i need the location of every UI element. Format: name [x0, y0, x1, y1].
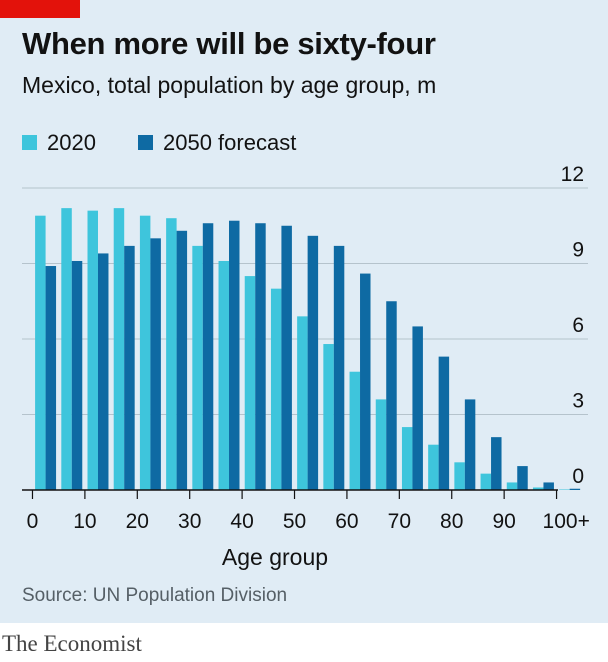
bar-2050: [438, 356, 450, 490]
chart-title: When more will be sixty-four: [22, 26, 436, 61]
y-tick-label: 0: [572, 465, 584, 488]
brand-wordmark: The Economist: [2, 631, 142, 656]
bar-2020: [61, 208, 72, 490]
bar-2050: [45, 266, 57, 490]
bar-2020: [218, 260, 230, 490]
y-tick-label: 12: [561, 163, 584, 186]
bar-2050: [281, 225, 292, 490]
bar-2020: [192, 245, 203, 490]
bar-2050: [97, 253, 109, 490]
bar-2020: [428, 444, 439, 490]
bar-2050: [255, 223, 266, 490]
bar-chart: 0 3 6 9 12 0 10 20 30 40 50 60 70 80 90 100+ Age group: [22, 163, 590, 570]
x-tick-label: 90: [492, 510, 515, 533]
bar-2020: [454, 462, 465, 490]
bar-2050: [229, 220, 240, 490]
x-tick-label: 0: [27, 510, 39, 533]
bar-2050: [517, 466, 528, 490]
bar-2050: [176, 230, 188, 491]
x-axis-title: Age group: [222, 544, 328, 570]
bar-2020: [480, 473, 492, 490]
bar-2020: [401, 427, 413, 490]
x-tick-label: 70: [388, 510, 411, 533]
bar-2050: [491, 437, 502, 490]
y-tick-label: 3: [572, 390, 584, 413]
bar-2050: [150, 238, 161, 490]
bar-2020: [297, 316, 308, 490]
x-tick-label: 30: [178, 510, 201, 533]
source-note: Source: UN Population Division: [22, 585, 288, 606]
bar-2020: [113, 208, 125, 490]
legend-item-2050: 2050 forecast: [138, 130, 296, 156]
legend-label-2050: 2050 forecast: [163, 130, 297, 155]
x-tick-label: 80: [440, 510, 463, 533]
legend-swatch-2020: [22, 134, 37, 150]
x-tick-label: 60: [335, 510, 358, 533]
bar-2050: [333, 245, 345, 490]
bar-2050: [386, 301, 397, 490]
x-tick-label: 20: [126, 510, 149, 533]
chart-subtitle: Mexico, total population by age group, m: [22, 72, 437, 98]
legend-label-2020: 2020: [47, 130, 96, 155]
y-tick-label: 9: [572, 239, 584, 262]
bar-2020: [349, 371, 361, 490]
bar-2050: [71, 260, 83, 490]
brand-red-bar: [0, 0, 80, 18]
x-tick-label: 40: [230, 510, 253, 533]
bar-2050: [124, 245, 135, 490]
bar-2020: [506, 482, 518, 490]
legend-swatch-2050: [138, 134, 153, 150]
chart-card: When more will be sixty-four Mexico, tot…: [0, 0, 608, 623]
x-tick-label: 10: [73, 510, 96, 533]
bar-2050: [412, 326, 423, 490]
y-tick-label: 6: [572, 314, 584, 337]
bar-2020: [139, 215, 151, 490]
bar-2050: [569, 488, 581, 490]
x-tick-label: 50: [283, 510, 306, 533]
bar-2020: [270, 288, 282, 490]
bar-2020: [375, 399, 387, 490]
bar-2050: [202, 223, 214, 490]
bar-2020: [532, 487, 544, 490]
x-tick-label: 100+: [543, 510, 590, 533]
bar-2020: [559, 489, 570, 490]
bar-2020: [244, 276, 256, 490]
bar-2020: [323, 344, 334, 490]
bar-2020: [87, 210, 98, 490]
bar-2020: [166, 218, 177, 490]
bar-2050: [360, 273, 371, 490]
bar-2050: [543, 482, 554, 490]
bar-2050: [464, 399, 476, 490]
legend-item-2020: 2020: [22, 130, 96, 156]
bar-2020: [35, 215, 46, 490]
bar-2050: [307, 235, 319, 490]
